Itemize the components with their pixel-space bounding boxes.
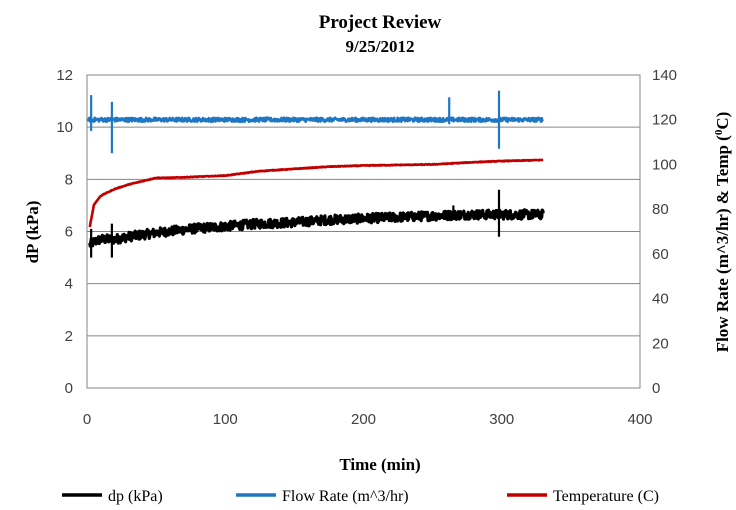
y-tick-label: 12 [56, 67, 73, 84]
y-axis-title: dP (kPa) [23, 201, 42, 264]
y-tick-label: 10 [56, 119, 73, 136]
plot-area [86, 74, 641, 389]
legend-label: Temperature (C) [553, 488, 659, 505]
y2-tick-label: 0 [652, 380, 660, 397]
y-tick-label: 8 [65, 171, 73, 188]
series-line [88, 158, 544, 228]
x-axis-ticks: 0 100 200 300 400 [83, 411, 653, 428]
x-tick-label: 100 [213, 411, 238, 428]
chart-title: Project Review [319, 12, 442, 33]
y2-tick-label: 40 [652, 291, 669, 308]
x-tick-label: 200 [351, 411, 376, 428]
gridlines [87, 74, 640, 337]
y2-tick-label: 140 [652, 67, 677, 84]
chart-subtitle: 9/25/2012 [346, 37, 415, 56]
legend: dp (kPa) Flow Rate (m^3/hr) Temperature (C… [62, 488, 659, 505]
legend-label: Flow Rate (m^3/hr) [282, 488, 409, 505]
y2-tick-label: 100 [652, 156, 677, 173]
y2-axis-title: Flow Rate (m^3/hr) & Temp (0C) [713, 112, 732, 353]
y-tick-label: 4 [65, 276, 73, 293]
y2-axis-title-end: C) [713, 112, 732, 130]
y2-tick-label: 20 [652, 335, 669, 352]
y2-axis-title-sup: 0 [713, 129, 725, 135]
series-line [87, 116, 544, 123]
series-line [88, 208, 545, 248]
y2-tick-label: 120 [652, 112, 677, 129]
x-tick-label: 0 [83, 411, 91, 428]
y-axis-ticks: 0 2 4 6 8 10 12 [56, 67, 73, 397]
y2-tick-label: 80 [652, 201, 669, 218]
x-axis-title: Time (min) [339, 455, 420, 474]
y-tick-label: 6 [65, 224, 73, 241]
legend-label: dp (kPa) [108, 488, 163, 505]
y-tick-label: 0 [65, 380, 73, 397]
y2-axis-title-main: Flow Rate (m^3/hr) & Temp ( [713, 135, 732, 352]
y-tick-label: 2 [65, 328, 73, 345]
series-lines [87, 90, 545, 258]
x-tick-label: 400 [627, 411, 652, 428]
x-tick-label: 300 [489, 411, 514, 428]
y2-tick-label: 60 [652, 246, 669, 263]
y2-axis-ticks: 0 20 40 60 80 100 120 140 [652, 67, 677, 397]
